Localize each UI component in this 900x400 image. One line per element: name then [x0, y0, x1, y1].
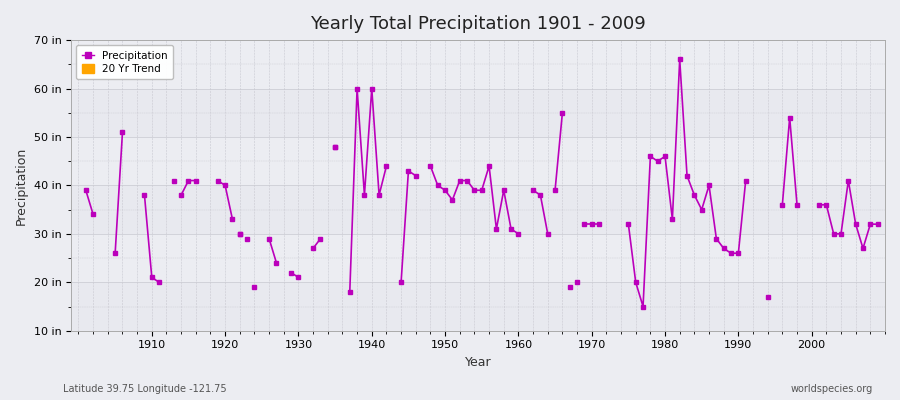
Bar	[71, 88, 885, 137]
Bar	[71, 137, 885, 186]
Bar	[71, 40, 885, 88]
Text: worldspecies.org: worldspecies.org	[791, 384, 873, 394]
X-axis label: Year: Year	[464, 356, 491, 369]
Bar	[71, 186, 885, 234]
Title: Yearly Total Precipitation 1901 - 2009: Yearly Total Precipitation 1901 - 2009	[310, 15, 646, 33]
Bar	[71, 234, 885, 282]
Legend: Precipitation, 20 Yr Trend: Precipitation, 20 Yr Trend	[76, 45, 173, 79]
Text: Latitude 39.75 Longitude -121.75: Latitude 39.75 Longitude -121.75	[63, 384, 227, 394]
Bar	[71, 282, 885, 331]
Y-axis label: Precipitation: Precipitation	[15, 146, 28, 224]
